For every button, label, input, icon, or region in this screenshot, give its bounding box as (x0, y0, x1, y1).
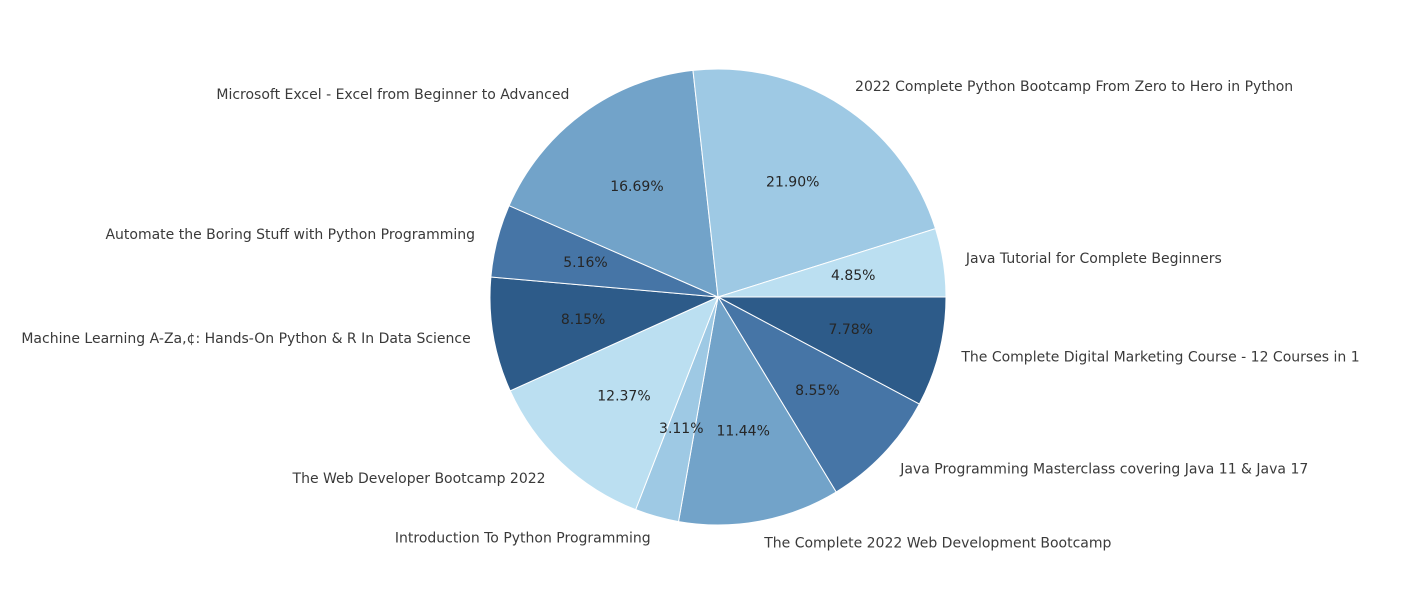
pie-slice (509, 296, 719, 511)
pie-slice (677, 295, 837, 526)
pie-slice (717, 296, 947, 405)
slice-percent-label: 16.69% (610, 179, 663, 195)
slice-category-label: The Web Developer Bootcamp 2022 (292, 471, 546, 487)
slice-percent-label: 8.15% (561, 312, 605, 328)
pie-slices (489, 68, 947, 526)
slice-percent-label: 4.85% (831, 268, 875, 284)
percent-labels: 7.78% 8.55% 11.44% 3.11% 12.37% 8.15% 5.16% 16.… (561, 174, 876, 439)
slice-percent-label: 21.90% (766, 174, 819, 190)
slice-percent-label: 3.11% (659, 421, 703, 437)
slice-category-label: Microsoft Excel - Excel from Beginner to… (216, 87, 569, 103)
pie-slice (508, 69, 719, 298)
pie-slice (692, 68, 937, 298)
slice-percent-label: 8.55% (795, 383, 839, 399)
slice-category-label: The Complete Digital Marketing Course - … (960, 350, 1359, 366)
slice-percent-label: 11.44% (717, 423, 770, 439)
slice-category-label: The Complete 2022 Web Development Bootca… (763, 536, 1111, 552)
slice-category-label: Introduction To Python Programming (395, 531, 651, 547)
category-labels: The Complete Digital Marketing Course - … (21, 79, 1359, 552)
pie-slice (717, 227, 947, 298)
slice-category-label: 2022 Complete Python Bootcamp From Zero … (855, 79, 1293, 95)
slice-category-label: Java Tutorial for Complete Beginners (965, 251, 1222, 267)
pie-slice (716, 295, 920, 493)
slice-percent-label: 5.16% (563, 255, 607, 271)
slice-category-label: Java Programming Masterclass covering Ja… (899, 461, 1308, 477)
slice-category-label: Machine Learning A-Zа,¢: Hands-On Python… (21, 331, 470, 347)
pie-slice (489, 276, 720, 392)
slice-percent-label: 12.37% (597, 388, 650, 404)
slice-percent-label: 7.78% (828, 322, 872, 338)
slice-category-label: Automate the Boring Stuff with Python Pr… (105, 227, 475, 243)
